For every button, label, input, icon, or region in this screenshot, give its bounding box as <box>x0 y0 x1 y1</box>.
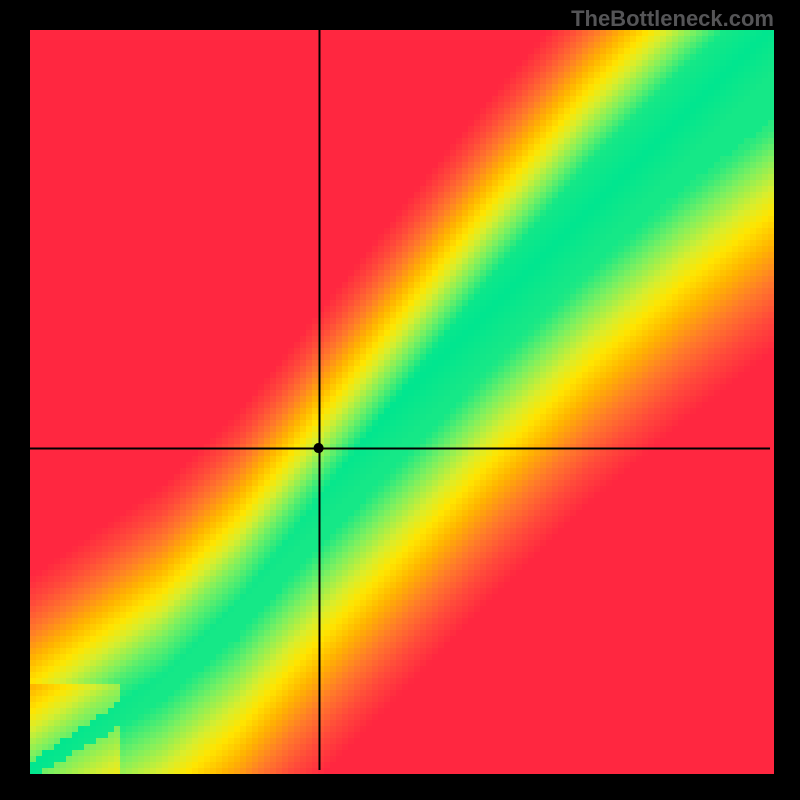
chart-container: { "watermark": { "text": "TheBottleneck.… <box>0 0 800 800</box>
watermark-text: TheBottleneck.com <box>571 6 774 32</box>
crosshair-overlay <box>0 0 800 800</box>
